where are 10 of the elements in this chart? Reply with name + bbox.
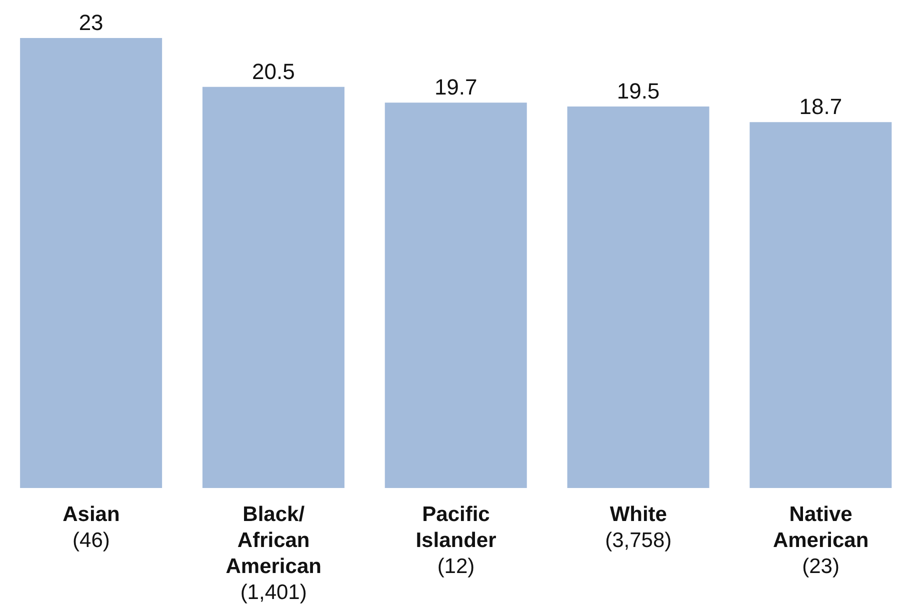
data-label: 19.7 xyxy=(434,74,478,100)
x-tick-label: White (3,758) xyxy=(605,503,672,552)
data-label: 23 xyxy=(78,10,104,35)
data-label: 20.5 xyxy=(252,58,295,84)
data-label: 19.5 xyxy=(616,78,660,104)
data-label: 18.7 xyxy=(799,94,842,120)
x-tick-label: Black/ African American (1,401) xyxy=(226,503,322,604)
x-tick-label: Asian (46) xyxy=(62,503,120,552)
x-tick-label: Pacific Islander (12) xyxy=(416,503,496,578)
x-tick-label: Native American (23) xyxy=(772,503,869,578)
